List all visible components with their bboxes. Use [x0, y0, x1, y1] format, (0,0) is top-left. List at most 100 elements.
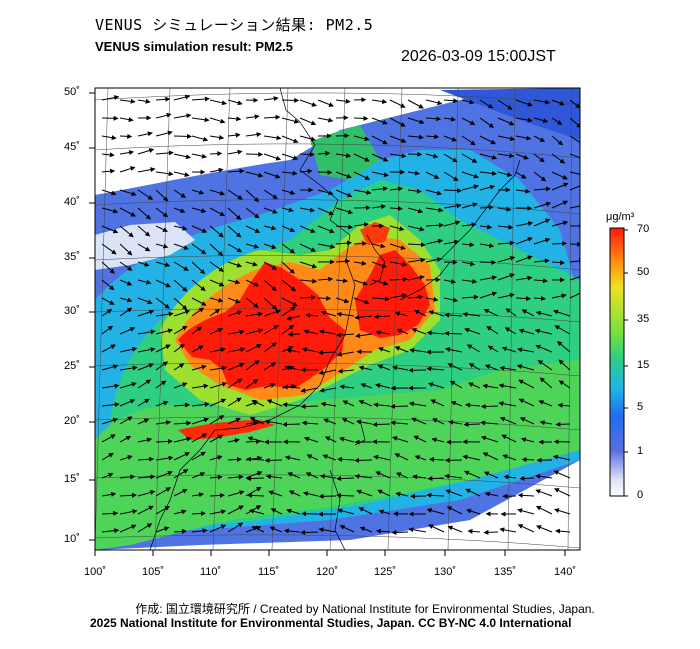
wind-arrow	[101, 243, 117, 255]
wind-arrow	[533, 258, 550, 264]
wind-arrow	[173, 171, 190, 178]
wind-arrow	[408, 401, 427, 407]
wind-arrow	[137, 505, 154, 515]
wind-arrow	[466, 344, 481, 353]
wind-arrow	[356, 489, 373, 497]
wind-arrow	[281, 189, 296, 195]
wind-arrow	[245, 114, 260, 120]
lat-label: 25˚	[64, 360, 80, 372]
wind-arrow	[281, 297, 298, 307]
wind-arrow	[281, 261, 295, 274]
wind-arrow	[443, 279, 457, 284]
wind-arrow	[428, 310, 445, 317]
wind-arrow	[264, 457, 283, 463]
wind-arrow	[191, 401, 210, 407]
wind-arrow	[482, 383, 499, 389]
wind-arrow	[551, 117, 563, 125]
wind-arrow	[263, 383, 276, 389]
wind-arrow	[358, 365, 373, 371]
wind-arrow	[407, 99, 424, 109]
wind-arrow	[245, 297, 259, 308]
wind-arrow	[101, 297, 115, 305]
wind-arrow	[515, 237, 533, 245]
wind-arrow	[101, 309, 113, 317]
wind-arrow	[191, 326, 203, 335]
wind-arrow	[537, 360, 553, 371]
wind-arrow	[520, 437, 535, 443]
wind-arrow	[411, 328, 427, 335]
wind-arrow	[533, 186, 551, 192]
wind-arrow	[407, 225, 425, 232]
wind-arrow	[209, 365, 228, 371]
wind-arrow	[263, 342, 277, 353]
wind-arrow	[392, 436, 409, 443]
wind-arrow	[191, 364, 207, 371]
wind-arrow	[137, 98, 151, 104]
wind-arrow	[300, 403, 319, 409]
wind-arrow	[101, 225, 119, 234]
wind-arrow	[137, 523, 153, 533]
wind-arrow	[378, 347, 391, 353]
wind-arrow	[101, 528, 120, 534]
wind-arrow	[515, 296, 532, 301]
wind-arrow	[426, 330, 445, 336]
wind-arrow	[407, 242, 426, 248]
wind-arrow	[299, 168, 313, 174]
wind-arrow	[173, 528, 187, 534]
wind-arrow	[281, 97, 300, 103]
wind-arrow	[407, 294, 424, 300]
wind-arrow	[551, 293, 567, 299]
wind-arrow	[503, 474, 517, 480]
wind-arrow	[173, 279, 188, 292]
wind-arrow	[263, 279, 277, 292]
wind-arrow	[281, 207, 294, 213]
wind-arrow	[444, 330, 463, 336]
wind-arrow	[535, 310, 553, 317]
wind-arrow	[155, 130, 173, 137]
wind-arrow	[497, 256, 516, 263]
wind-arrow	[137, 279, 152, 285]
wind-arrow	[461, 222, 477, 228]
wind-arrow	[534, 328, 553, 335]
wind-arrow	[407, 207, 424, 214]
wind-arrow	[466, 508, 481, 515]
wind-arrow	[173, 94, 191, 101]
wind-arrow	[191, 511, 206, 517]
wind-arrow	[323, 418, 337, 425]
wind-arrow	[245, 279, 260, 287]
wind-arrow	[263, 207, 278, 214]
wind-arrow	[443, 171, 459, 182]
wind-arrow	[497, 206, 512, 212]
wind-arrow	[173, 153, 191, 160]
colorbar-label: 50	[637, 266, 650, 278]
wind-arrow	[101, 417, 119, 425]
wind-arrow	[119, 297, 133, 303]
wind-arrow	[479, 153, 498, 160]
wind-arrow	[155, 243, 169, 249]
wind-arrow	[335, 98, 351, 104]
wind-arrow	[101, 279, 115, 291]
wind-arrow	[191, 189, 205, 195]
wind-arrow	[497, 292, 515, 299]
wind-arrow	[371, 243, 386, 249]
wind-arrow	[137, 490, 156, 497]
wind-arrow	[173, 402, 191, 408]
wind-arrow	[246, 492, 265, 498]
wind-arrow	[335, 153, 352, 158]
wind-arrow	[539, 420, 553, 426]
wind-arrow	[155, 279, 171, 288]
wind-arrow	[335, 258, 351, 264]
wind-arrow	[246, 456, 265, 462]
wind-arrow	[155, 438, 173, 444]
lon-label: 100˚	[84, 566, 107, 578]
wind-arrow	[191, 345, 204, 353]
wind-arrow	[227, 397, 242, 407]
wind-arrow	[246, 476, 265, 482]
wind-arrow	[521, 309, 535, 317]
wind-arrow	[263, 225, 277, 231]
wind-arrow	[553, 470, 571, 479]
wind-arrow	[498, 383, 517, 389]
wind-arrow	[461, 242, 475, 248]
wind-arrow	[137, 131, 153, 137]
wind-arrow	[555, 421, 571, 427]
